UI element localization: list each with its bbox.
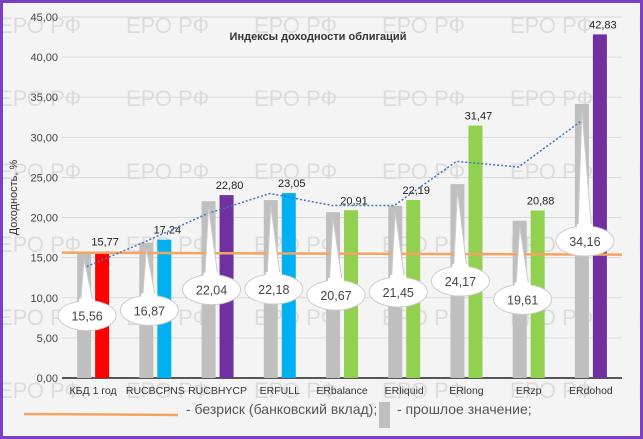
previous-value-label: 22,04 [196, 284, 227, 298]
current-value-label: 20,91 [340, 195, 368, 207]
category-label: ERzp [516, 385, 542, 397]
watermark: ЕРО РФ [3, 378, 81, 403]
watermark: ЕРО РФ [126, 378, 209, 403]
y-axis-label: Доходность, % [8, 159, 20, 235]
current-value-label: 15,77 [91, 236, 119, 248]
watermark: ЕРО РФ [638, 159, 640, 184]
previous-value-label: 21,45 [383, 286, 414, 300]
current-value-label: 42,83 [589, 19, 617, 31]
category-label: RUCBCPNS [126, 385, 185, 397]
previous-value-label: 20,67 [320, 289, 351, 303]
legend-previous-label: - прошлое значение; [397, 401, 532, 417]
category-label: RUCBHYCP [188, 385, 247, 397]
y-tick-label: 15,00 [30, 253, 58, 265]
y-tick-label: 45,00 [30, 12, 58, 24]
category-label: ERdohod [569, 385, 613, 397]
previous-value-label: 22,18 [258, 283, 289, 297]
current-value-label: 17,24 [154, 225, 182, 237]
legend-riskfree-label: - безриск (банковский вклад); [186, 401, 378, 417]
callout-joint [203, 272, 220, 279]
y-tick-label: 10,00 [30, 293, 58, 305]
watermark: ЕРО РФ [638, 378, 640, 403]
previous-value-label: 34,16 [569, 235, 600, 249]
current-value-label: 20,88 [527, 195, 555, 207]
watermark: ЕРО РФ [254, 159, 337, 184]
y-tick-label: 25,00 [30, 172, 58, 184]
callout-joint [265, 272, 282, 279]
category-label: ERliquid [385, 385, 424, 397]
riskfree-line [61, 251, 623, 256]
callout-joint [328, 278, 344, 285]
y-tick-label: 35,00 [30, 92, 58, 104]
watermark: ЕРО РФ [3, 159, 81, 184]
watermark: ЕРО РФ [126, 86, 209, 111]
previous-value-label: 15,56 [71, 310, 102, 324]
category-label: КБД 1 год [70, 385, 117, 397]
current-bar [468, 125, 483, 378]
watermark: ЕРО РФ [638, 86, 640, 111]
current-value-label: 31,47 [465, 111, 493, 123]
watermark: ЕРО РФ [3, 86, 81, 111]
previous-value-label: 19,61 [507, 293, 538, 307]
y-tick-label: 5,00 [37, 333, 58, 345]
y-tick-label: 40,00 [30, 52, 58, 64]
previous-value-label: 16,87 [134, 304, 165, 318]
callout-joint [141, 293, 158, 300]
callout-joint [514, 282, 531, 289]
watermark: ЕРО РФ [638, 232, 640, 257]
legend-riskfree-line [23, 412, 179, 417]
callout-joint [390, 274, 407, 281]
watermark: ЕРО РФ [254, 86, 337, 111]
callout-joint [452, 264, 469, 271]
current-value-label: 22,80 [216, 180, 244, 192]
watermark: ЕРО РФ [510, 378, 593, 403]
watermark: ЕРО РФ [382, 378, 465, 403]
y-tick-label: 30,00 [30, 132, 58, 144]
previous-value-label: 24,17 [445, 275, 476, 289]
category-label: ERbalance [316, 385, 368, 397]
legend-previous-swatch [379, 402, 390, 428]
y-tick-label: 0,00 [37, 373, 58, 385]
watermark: ЕРО РФ [382, 159, 465, 184]
trend-line [82, 120, 582, 269]
watermark: ЕРО РФ [382, 86, 465, 111]
current-bar [592, 34, 607, 378]
chart-title: Индексы доходности облигаций [230, 31, 407, 43]
watermark: ЕРО РФ [254, 378, 337, 403]
callout-joint [576, 223, 593, 230]
watermark: ЕРО РФ [638, 13, 640, 38]
current-value-label: 22,19 [402, 185, 430, 197]
watermark: ЕРО РФ [638, 305, 640, 330]
bond-yield-chart: ЕРО РФ ЕРО РФ ЕРО РФ ЕРО РФ ЕРО РФ ЕРО РФ ЕРО … [3, 12, 640, 428]
watermark: ЕРО РФ [126, 159, 209, 184]
y-tick-label: 20,00 [30, 213, 58, 225]
category-label: ERFULL [260, 385, 300, 397]
current-value-label: 23,05 [278, 178, 306, 190]
callout-joint [79, 298, 96, 305]
category-label: ERlong [449, 385, 484, 397]
